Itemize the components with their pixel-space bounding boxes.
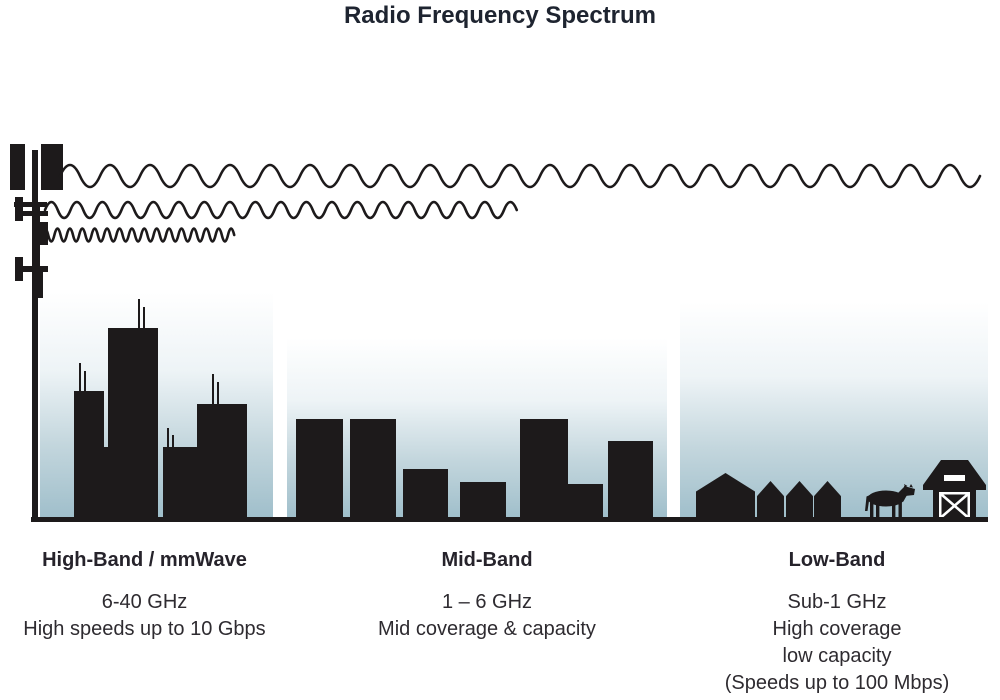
long-wavelength-wave [58, 163, 982, 189]
tower-crossarm [18, 211, 48, 216]
cow-icon [865, 484, 915, 517]
rooftop-antenna [143, 307, 145, 328]
skyscraper [108, 328, 158, 517]
building [460, 482, 506, 517]
ground-line [31, 517, 988, 522]
tower-antenna-panel [10, 144, 25, 190]
band-frequency: Sub-1 GHz [787, 591, 887, 613]
building [350, 419, 396, 517]
band-label-low: Low-Band Sub-1 GHz High coverage low cap… [677, 549, 997, 697]
tower-inner-mast [38, 207, 40, 272]
band-description: low capacity [782, 645, 892, 667]
rooftop-antenna [79, 363, 81, 391]
skyscraper [197, 404, 247, 517]
band-name: Mid-Band [441, 549, 533, 571]
rooftop-antenna [138, 299, 140, 328]
tower-crossarm [18, 266, 48, 272]
band-label-mid: Mid-Band 1 – 6 GHz Mid coverage & capaci… [347, 549, 627, 643]
tower-crossarm [14, 202, 47, 207]
band-name: High-Band / mmWave [42, 549, 247, 571]
medium-wavelength-wave [43, 200, 519, 220]
band-frequency: 1 – 6 GHz [441, 591, 533, 613]
tower-antenna-panel [41, 144, 63, 190]
barn-icon [923, 460, 986, 517]
diagram-title: Radio Frequency Spectrum [343, 2, 657, 29]
short-wavelength-wave [40, 227, 236, 243]
band-frequency: 6-40 GHz [101, 591, 188, 613]
rooftop-antenna [167, 428, 169, 447]
building [163, 447, 197, 517]
building [520, 419, 568, 517]
band-name: Low-Band [788, 549, 886, 571]
tower-stub [37, 271, 43, 298]
tower-antenna-panel [15, 197, 23, 221]
rooftop-antenna [172, 435, 174, 447]
band-description: (Speeds up to 100 Mbps) [724, 672, 950, 694]
rooftop-antenna [217, 382, 219, 404]
building [296, 419, 343, 517]
building-annex [568, 484, 603, 517]
band-description: High speeds up to 10 Gbps [23, 618, 266, 640]
building [608, 441, 653, 517]
rooftop-antenna [212, 374, 214, 404]
band-description: Mid coverage & capacity [378, 618, 596, 640]
building [403, 469, 448, 517]
rooftop-antenna [84, 371, 86, 391]
tower-antenna-panel [40, 222, 48, 245]
skyscraper [74, 391, 104, 517]
band-label-high: High-Band / mmWave 6-40 GHz High speeds … [2, 549, 287, 643]
tower-mast [32, 150, 38, 517]
band-description: High coverage [772, 618, 902, 640]
